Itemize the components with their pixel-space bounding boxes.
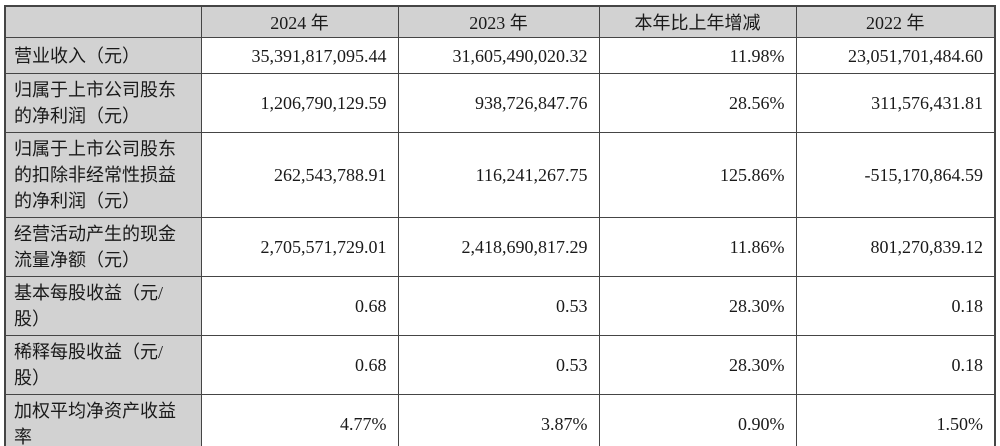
cell-2022: 1.50% <box>795 394 996 446</box>
row-label: 归属于上市公司股东的净利润（元） <box>4 73 202 133</box>
header-col-2022: 2022 年 <box>795 5 996 38</box>
cell-2022: 23,051,701,484.60 <box>795 37 996 74</box>
table-row: 稀释每股收益（元/股） 0.68 0.53 28.30% 0.18 <box>4 335 996 395</box>
cell-2022: -515,170,864.59 <box>795 132 996 218</box>
cell-2023: 0.53 <box>397 335 600 395</box>
cell-2023: 3.87% <box>397 394 600 446</box>
cell-2023: 2,418,690,817.29 <box>397 217 600 277</box>
row-label: 加权平均净资产收益率 <box>4 394 202 446</box>
cell-yoy-change: 11.98% <box>598 37 797 74</box>
cell-2023: 938,726,847.76 <box>397 73 600 133</box>
cell-2023: 0.53 <box>397 276 600 336</box>
cell-yoy-change: 28.56% <box>598 73 797 133</box>
row-label: 稀释每股收益（元/股） <box>4 335 202 395</box>
header-col-2024: 2024 年 <box>200 5 399 38</box>
cell-2024: 1,206,790,129.59 <box>200 73 399 133</box>
header-empty-cell <box>4 5 202 38</box>
cell-2023: 116,241,267.75 <box>397 132 600 218</box>
table-row: 经营活动产生的现金流量净额（元） 2,705,571,729.01 2,418,69… <box>4 217 996 277</box>
cell-2024: 0.68 <box>200 276 399 336</box>
row-label: 经营活动产生的现金流量净额（元） <box>4 217 202 277</box>
row-label: 营业收入（元） <box>4 37 202 74</box>
cell-yoy-change: 125.86% <box>598 132 797 218</box>
cell-yoy-change: 28.30% <box>598 276 797 336</box>
cell-yoy-change: 28.30% <box>598 335 797 395</box>
cell-2024: 0.68 <box>200 335 399 395</box>
cell-2024: 262,543,788.91 <box>200 132 399 218</box>
cell-2024: 35,391,817,095.44 <box>200 37 399 74</box>
cell-2024: 4.77% <box>200 394 399 446</box>
financial-summary-table: 2024 年 2023 年 本年比上年增减 2022 年 营业收入（元） 35,3… <box>4 5 996 446</box>
cell-yoy-change: 11.86% <box>598 217 797 277</box>
table-row: 营业收入（元） 35,391,817,095.44 31,605,490,020.3… <box>4 37 996 74</box>
cell-2022: 311,576,431.81 <box>795 73 996 133</box>
table-row: 基本每股收益（元/股） 0.68 0.53 28.30% 0.18 <box>4 276 996 336</box>
row-label: 基本每股收益（元/股） <box>4 276 202 336</box>
cell-2022: 801,270,839.12 <box>795 217 996 277</box>
cell-2023: 31,605,490,020.32 <box>397 37 600 74</box>
cell-2024: 2,705,571,729.01 <box>200 217 399 277</box>
header-row: 2024 年 2023 年 本年比上年增减 2022 年 <box>4 5 996 38</box>
row-label: 归属于上市公司股东的扣除非经常性损益的净利润（元） <box>4 132 202 218</box>
cell-yoy-change: 0.90% <box>598 394 797 446</box>
header-col-2023: 2023 年 <box>397 5 600 38</box>
cell-2022: 0.18 <box>795 335 996 395</box>
table-row: 归属于上市公司股东的净利润（元） 1,206,790,129.59 938,726,… <box>4 73 996 133</box>
table-row: 加权平均净资产收益率 4.77% 3.87% 0.90% 1.50% <box>4 394 996 446</box>
header-col-yoy-change: 本年比上年增减 <box>598 5 797 38</box>
table-row: 归属于上市公司股东的扣除非经常性损益的净利润（元） 262,543,788.91 1… <box>4 132 996 218</box>
cell-2022: 0.18 <box>795 276 996 336</box>
